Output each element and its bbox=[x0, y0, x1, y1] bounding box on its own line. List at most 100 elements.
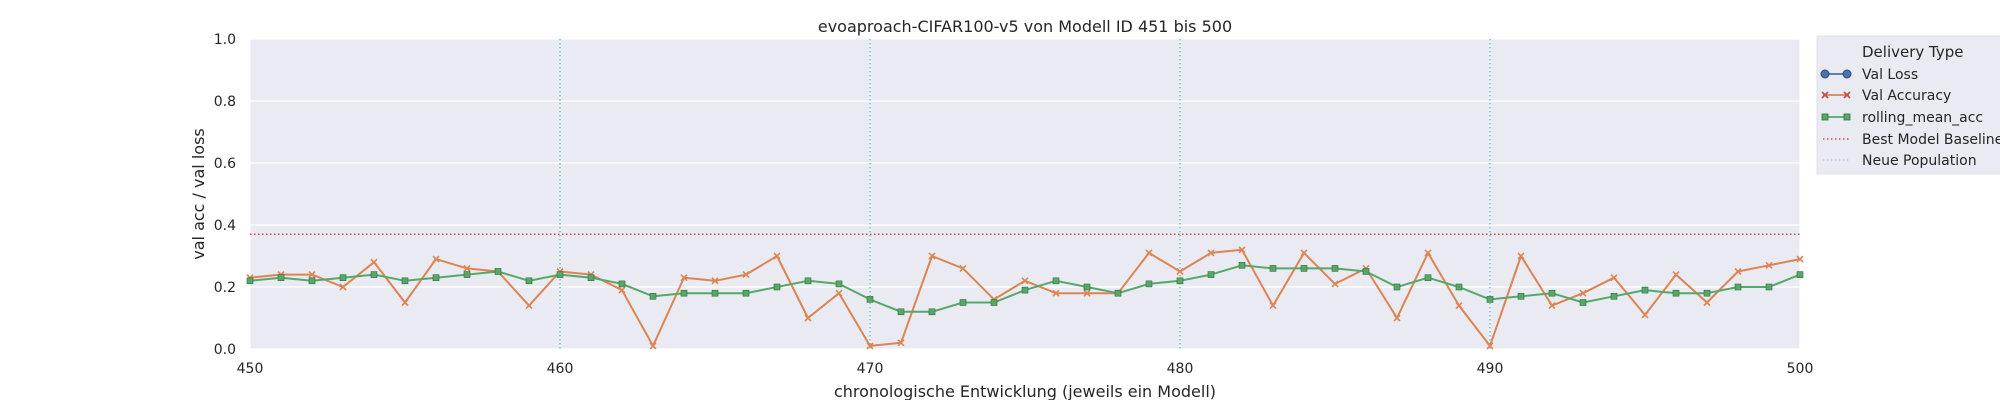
series-group bbox=[246, 246, 1804, 350]
data-point-rolling-mean-acc bbox=[308, 277, 316, 285]
legend-label-neue-population: Neue Population bbox=[1862, 153, 1977, 169]
legend-item-val-loss: Val Loss bbox=[1820, 67, 1918, 83]
data-point-val-accuracy bbox=[1796, 255, 1804, 263]
x-tick-label: 500 bbox=[1787, 361, 1814, 377]
data-point-val-accuracy bbox=[1486, 342, 1494, 350]
legend-item-val-accuracy: Val Accuracy bbox=[1821, 88, 1951, 104]
data-point-rolling-mean-acc bbox=[1486, 296, 1494, 303]
data-point-val-accuracy bbox=[463, 264, 471, 272]
data-point-rolling-mean-acc bbox=[1021, 286, 1029, 294]
chart-title: evoaproach-CIFAR100-v5 von Modell ID 451… bbox=[818, 17, 1232, 36]
data-point-val-accuracy bbox=[1145, 249, 1153, 257]
data-point-rolling-mean-acc bbox=[463, 271, 471, 278]
data-point-val-accuracy bbox=[1734, 267, 1742, 276]
data-point-rolling-mean-acc bbox=[1734, 283, 1742, 291]
data-point-val-accuracy bbox=[401, 298, 409, 307]
data-point-val-accuracy bbox=[680, 274, 688, 282]
data-point-rolling-mean-acc bbox=[1362, 268, 1370, 275]
legend-title: Delivery Type bbox=[1862, 43, 1963, 61]
data-point-rolling-mean-acc bbox=[1331, 265, 1339, 272]
data-point-rolling-mean-acc bbox=[897, 308, 905, 316]
legend-item-neue-population: Neue Population bbox=[1823, 153, 1977, 169]
data-point-rolling-mean-acc bbox=[401, 277, 409, 285]
data-point-rolling-mean-acc bbox=[866, 296, 874, 303]
data-point-rolling-mean-acc bbox=[1455, 283, 1463, 291]
data-point-rolling-mean-acc bbox=[742, 289, 750, 297]
data-point-val-accuracy bbox=[959, 264, 967, 272]
data-point-val-accuracy bbox=[1579, 289, 1587, 297]
data-point-val-accuracy bbox=[618, 286, 626, 294]
y-tick-label: 0.0 bbox=[214, 342, 236, 358]
data-point-rolling-mean-acc bbox=[1579, 299, 1587, 306]
data-point-val-accuracy bbox=[711, 277, 719, 285]
x-tick-label: 450 bbox=[237, 361, 264, 377]
data-point-val-accuracy bbox=[1703, 298, 1711, 307]
legend-item-best-model-baseline: Best Model Baseline bbox=[1823, 132, 2000, 148]
legend-box bbox=[1816, 35, 2000, 175]
data-point-rolling-mean-acc bbox=[649, 292, 657, 300]
data-point-val-accuracy bbox=[1269, 302, 1277, 310]
data-point-rolling-mean-acc bbox=[773, 283, 781, 291]
gridlines bbox=[249, 38, 1801, 350]
data-point-val-accuracy bbox=[1641, 311, 1649, 319]
data-point-rolling-mean-acc bbox=[277, 274, 285, 282]
legend-label-val-loss: Val Loss bbox=[1862, 67, 1918, 83]
data-point-rolling-mean-acc bbox=[1610, 292, 1618, 300]
data-point-rolling-mean-acc bbox=[1176, 277, 1184, 285]
data-point-rolling-mean-acc bbox=[556, 271, 564, 278]
data-point-rolling-mean-acc bbox=[1548, 289, 1556, 297]
data-point-val-accuracy bbox=[1424, 249, 1432, 257]
plot-background bbox=[250, 39, 1800, 349]
y-tick-labels: 0.0 0.2 0.4 0.6 0.8 1.0 bbox=[214, 32, 236, 358]
data-point-val-accuracy bbox=[773, 252, 781, 260]
data-point-rolling-mean-acc bbox=[1424, 274, 1432, 282]
data-point-val-accuracy bbox=[835, 289, 843, 297]
data-point-val-accuracy bbox=[1548, 302, 1556, 310]
data-point-val-accuracy bbox=[1238, 246, 1246, 254]
x-tick-label: 470 bbox=[857, 361, 884, 377]
data-point-rolling-mean-acc bbox=[1300, 265, 1308, 272]
data-point-val-accuracy bbox=[339, 283, 347, 291]
data-point-val-accuracy bbox=[742, 271, 750, 279]
data-point-rolling-mean-acc bbox=[1207, 271, 1215, 278]
data-point-rolling-mean-acc bbox=[1114, 289, 1122, 297]
data-point-val-accuracy bbox=[1207, 249, 1215, 257]
data-point-rolling-mean-acc bbox=[1052, 277, 1060, 285]
legend-label-best-model-baseline: Best Model Baseline bbox=[1862, 132, 2000, 148]
data-point-val-accuracy bbox=[1765, 261, 1773, 269]
data-point-val-accuracy bbox=[1331, 280, 1339, 288]
legend-label-val-accuracy: Val Accuracy bbox=[1862, 88, 1951, 104]
data-point-rolling-mean-acc bbox=[928, 308, 936, 316]
data-point-val-accuracy bbox=[866, 342, 874, 350]
data-point-rolling-mean-acc bbox=[432, 274, 440, 282]
legend-item-rolling-mean-acc: rolling_mean_acc bbox=[1821, 110, 1983, 126]
data-point-val-accuracy bbox=[432, 255, 440, 263]
data-point-val-accuracy bbox=[370, 258, 378, 266]
data-point-rolling-mean-acc bbox=[1703, 289, 1711, 297]
data-point-rolling-mean-acc bbox=[959, 299, 967, 306]
data-point-val-accuracy bbox=[1517, 252, 1525, 260]
data-point-rolling-mean-acc bbox=[1765, 283, 1773, 291]
x-tick-labels: 450 460 470 480 490 500 bbox=[237, 361, 1814, 377]
y-tick-label: 0.4 bbox=[214, 218, 236, 234]
y-tick-label: 0.8 bbox=[214, 94, 236, 110]
data-point-rolling-mean-acc bbox=[1672, 289, 1680, 297]
data-point-rolling-mean-acc bbox=[680, 289, 688, 297]
data-point-rolling-mean-acc bbox=[339, 274, 347, 282]
data-point-rolling-mean-acc bbox=[587, 274, 595, 282]
x-tick-label: 490 bbox=[1477, 361, 1504, 377]
data-point-rolling-mean-acc bbox=[246, 277, 254, 285]
data-point-rolling-mean-acc bbox=[618, 280, 626, 288]
x-axis-label: chronologische Entwicklung (jeweils ein … bbox=[834, 382, 1216, 400]
data-point-rolling-mean-acc bbox=[835, 280, 843, 288]
data-point-rolling-mean-acc bbox=[1641, 286, 1649, 294]
data-point-rolling-mean-acc bbox=[1393, 283, 1401, 291]
data-point-rolling-mean-acc bbox=[1517, 292, 1525, 300]
data-point-val-accuracy bbox=[308, 271, 316, 279]
x-tick-label: 460 bbox=[547, 361, 574, 377]
data-point-val-accuracy bbox=[1021, 277, 1029, 285]
data-point-val-accuracy bbox=[1176, 267, 1184, 276]
data-point-val-accuracy bbox=[928, 252, 936, 260]
data-point-rolling-mean-acc bbox=[1269, 265, 1277, 272]
